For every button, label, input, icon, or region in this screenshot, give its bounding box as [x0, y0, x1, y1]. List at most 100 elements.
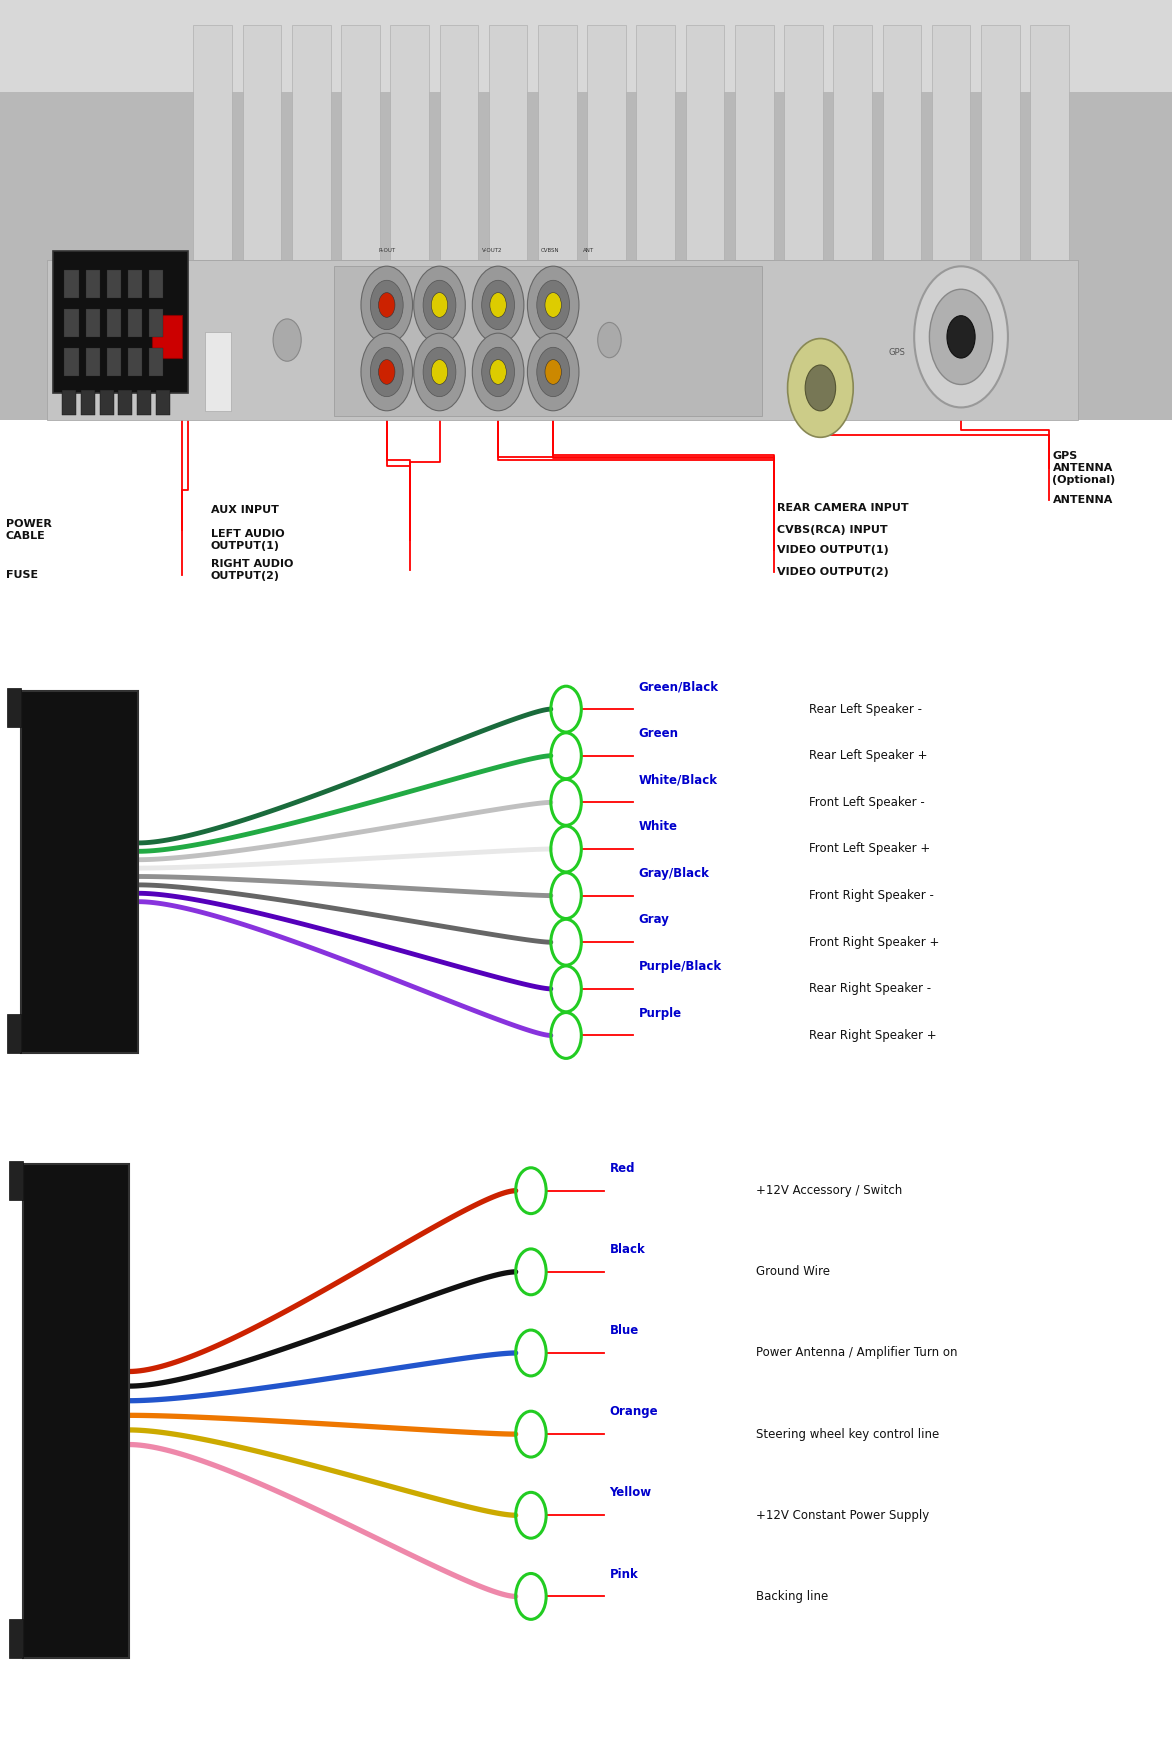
Text: +12V Constant Power Supply: +12V Constant Power Supply: [756, 1508, 929, 1522]
Text: Front Right Speaker +: Front Right Speaker +: [809, 935, 939, 949]
Circle shape: [537, 348, 570, 397]
Circle shape: [431, 293, 448, 318]
Circle shape: [929, 289, 993, 385]
Text: RIGHT AUDIO
OUTPUT(2): RIGHT AUDIO OUTPUT(2): [211, 559, 293, 580]
Bar: [156, 390, 170, 415]
Bar: [128, 348, 142, 376]
Bar: [81, 390, 95, 415]
Circle shape: [361, 333, 413, 411]
Bar: [149, 348, 163, 376]
Circle shape: [431, 360, 448, 385]
Bar: [7, 688, 21, 727]
Bar: [100, 390, 114, 415]
Circle shape: [490, 293, 506, 318]
Circle shape: [472, 266, 524, 344]
Bar: [86, 348, 100, 376]
Bar: [981, 25, 1020, 261]
Circle shape: [370, 348, 403, 397]
Circle shape: [423, 348, 456, 397]
Bar: [292, 25, 331, 261]
Bar: [149, 270, 163, 298]
Circle shape: [527, 333, 579, 411]
Bar: [243, 25, 281, 261]
Bar: [9, 1619, 23, 1658]
Text: Rear Right Speaker -: Rear Right Speaker -: [809, 983, 931, 995]
Circle shape: [414, 266, 465, 344]
Text: Purple/Black: Purple/Black: [639, 960, 722, 974]
Circle shape: [370, 280, 403, 330]
Text: Front Left Speaker +: Front Left Speaker +: [809, 843, 929, 856]
Text: AUX INPUT: AUX INPUT: [211, 505, 279, 515]
Bar: [833, 25, 872, 261]
Text: ANTENNA: ANTENNA: [1052, 496, 1113, 505]
Bar: [489, 25, 527, 261]
Text: GPS: GPS: [888, 348, 905, 356]
Circle shape: [482, 280, 515, 330]
Bar: [0, 0, 1172, 92]
Circle shape: [537, 280, 570, 330]
Circle shape: [472, 333, 524, 411]
Circle shape: [423, 280, 456, 330]
Circle shape: [947, 316, 975, 358]
Text: Steering wheel key control line: Steering wheel key control line: [756, 1427, 939, 1441]
Bar: [390, 25, 429, 261]
Text: Green: Green: [639, 727, 679, 739]
Text: GPS
ANTENNA
(Optional): GPS ANTENNA (Optional): [1052, 450, 1116, 485]
Text: +12V Accessory / Switch: +12V Accessory / Switch: [756, 1184, 902, 1198]
Bar: [47, 261, 1078, 420]
Bar: [7, 1014, 21, 1053]
Circle shape: [490, 360, 506, 385]
Bar: [62, 390, 76, 415]
Bar: [137, 390, 151, 415]
Text: Front Right Speaker -: Front Right Speaker -: [809, 889, 934, 901]
Text: Backing line: Backing line: [756, 1589, 829, 1603]
Text: CVBS(RCA) INPUT: CVBS(RCA) INPUT: [777, 526, 887, 534]
Bar: [128, 309, 142, 337]
Text: Black: Black: [609, 1244, 646, 1256]
Bar: [440, 25, 478, 261]
Bar: [86, 309, 100, 337]
Text: Red: Red: [609, 1162, 635, 1175]
Circle shape: [914, 266, 1008, 407]
Circle shape: [379, 293, 395, 318]
Text: Gray: Gray: [639, 914, 669, 926]
Bar: [735, 25, 774, 261]
Circle shape: [361, 266, 413, 344]
Text: R-OUT: R-OUT: [379, 249, 395, 252]
Circle shape: [788, 339, 853, 437]
Bar: [118, 390, 132, 415]
Bar: [128, 270, 142, 298]
Text: POWER
CABLE: POWER CABLE: [6, 519, 52, 542]
Circle shape: [598, 323, 621, 358]
Bar: [932, 25, 970, 261]
Text: V-OUT2: V-OUT2: [482, 249, 503, 252]
Bar: [107, 270, 121, 298]
Text: Power Antenna / Amplifier Turn on: Power Antenna / Amplifier Turn on: [756, 1346, 958, 1360]
Text: Green/Black: Green/Black: [639, 681, 718, 693]
Text: Yellow: Yellow: [609, 1487, 652, 1499]
Text: Blue: Blue: [609, 1325, 639, 1337]
Bar: [784, 25, 823, 261]
Text: VIDEO OUTPUT(2): VIDEO OUTPUT(2): [777, 566, 888, 577]
Circle shape: [414, 333, 465, 411]
Circle shape: [379, 360, 395, 385]
Text: Pink: Pink: [609, 1568, 639, 1581]
Bar: [686, 25, 724, 261]
Bar: [341, 25, 380, 261]
Text: FUSE: FUSE: [6, 570, 38, 580]
Bar: [587, 25, 626, 261]
Bar: [1030, 25, 1069, 261]
Circle shape: [527, 266, 579, 344]
Bar: [23, 1164, 129, 1658]
Text: Rear Left Speaker -: Rear Left Speaker -: [809, 702, 921, 716]
Circle shape: [545, 360, 561, 385]
Bar: [193, 25, 232, 261]
Circle shape: [805, 365, 836, 411]
Bar: [21, 691, 138, 1053]
Text: Front Left Speaker -: Front Left Speaker -: [809, 796, 925, 810]
Bar: [64, 270, 79, 298]
Text: VIDEO OUTPUT(1): VIDEO OUTPUT(1): [777, 545, 888, 556]
Bar: [64, 309, 79, 337]
Bar: [636, 25, 675, 261]
Text: CVBSN: CVBSN: [540, 249, 559, 252]
